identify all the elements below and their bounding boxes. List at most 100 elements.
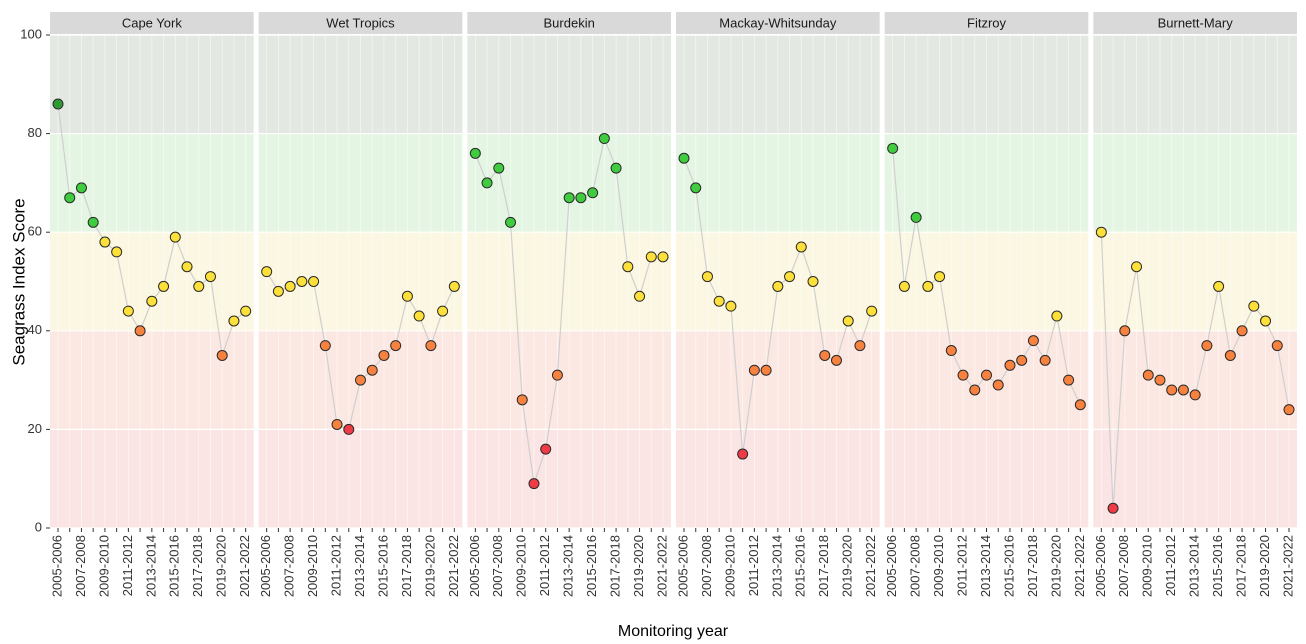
x-tick-label: 2017-2018 — [1025, 535, 1040, 597]
x-tick-label: 2009-2010 — [931, 535, 946, 597]
data-point — [204, 271, 216, 283]
x-tick-label: 2013-2014 — [978, 535, 993, 597]
data-point — [1051, 310, 1063, 322]
x-tick-label: 2013-2014 — [143, 535, 158, 597]
data-point — [122, 305, 134, 317]
data-point — [610, 162, 622, 174]
x-tick-label: 2017-2018 — [399, 535, 414, 597]
data-point — [854, 340, 866, 352]
data-point — [528, 478, 540, 490]
y-tick-label: 20 — [28, 421, 42, 436]
data-point — [366, 364, 378, 376]
x-tick-label: 2005-2006 — [884, 535, 899, 597]
x-tick-label: 2015-2016 — [1001, 535, 1016, 597]
data-point — [75, 182, 87, 194]
data-point — [240, 305, 252, 317]
x-tick-label: 2013-2014 — [561, 535, 576, 597]
x-tick-label: 2019-2020 — [214, 535, 229, 597]
data-point — [830, 354, 842, 366]
x-tick-label: 2009-2010 — [1140, 535, 1155, 597]
data-point — [401, 290, 413, 302]
facet-label: Burdekin — [544, 15, 595, 30]
data-point — [1004, 359, 1016, 371]
data-point — [819, 349, 831, 361]
data-point — [1224, 349, 1236, 361]
data-point — [945, 345, 957, 357]
y-tick-label: 0 — [35, 519, 42, 534]
data-point — [795, 241, 807, 253]
x-tick-label: 2011-2012 — [328, 535, 343, 596]
data-point — [284, 280, 296, 292]
data-point — [146, 295, 158, 307]
x-tick-label: 2017-2018 — [816, 535, 831, 597]
data-point — [216, 349, 228, 361]
data-point — [1131, 261, 1143, 273]
x-tick-label: 2011-2012 — [120, 535, 135, 596]
x-tick-label: 2021-2022 — [863, 535, 878, 597]
y-tick-label: 40 — [28, 322, 42, 337]
x-tick-label: 2019-2020 — [422, 535, 437, 597]
x-tick-label: 2021-2022 — [237, 535, 252, 597]
data-point — [228, 315, 240, 327]
x-tick-label: 2005-2006 — [258, 535, 273, 597]
x-tick-label: 2007-2008 — [699, 535, 714, 597]
facet-label: Fitzroy — [967, 15, 1007, 30]
data-point — [261, 266, 273, 278]
x-tick-label: 2019-2020 — [1257, 535, 1272, 597]
data-point — [516, 394, 528, 406]
data-point — [1063, 374, 1075, 386]
x-tick-label: 2011-2012 — [1163, 535, 1178, 596]
data-point — [760, 364, 772, 376]
data-point — [296, 276, 308, 287]
data-point — [1213, 280, 1225, 292]
data-point — [448, 280, 460, 292]
x-tick-label: 2011-2012 — [537, 535, 552, 596]
x-tick-label: 2019-2020 — [840, 535, 855, 597]
data-point — [87, 216, 99, 228]
x-tick-label: 2021-2022 — [1280, 535, 1295, 597]
data-point — [52, 98, 64, 110]
data-point — [934, 271, 946, 283]
facet-strip — [50, 12, 254, 34]
x-tick-label: 2015-2016 — [375, 535, 390, 597]
x-tick-label: 2019-2020 — [631, 535, 646, 597]
x-tick-label: 2017-2018 — [190, 535, 205, 597]
data-point — [1154, 374, 1166, 386]
data-point — [1074, 399, 1086, 411]
data-point — [1201, 340, 1213, 352]
data-point — [493, 162, 505, 174]
data-point — [390, 340, 402, 352]
data-point — [1177, 384, 1189, 396]
facet-label: Mackay-Whitsunday — [719, 15, 837, 30]
x-tick-label: 2007-2008 — [73, 535, 88, 597]
facet-strip — [467, 12, 671, 34]
x-tick-label: 2011-2012 — [746, 535, 761, 596]
data-point — [134, 325, 146, 337]
x-tick-label: 2021-2022 — [654, 535, 669, 597]
data-point — [1236, 325, 1248, 337]
data-point — [1142, 369, 1154, 381]
x-tick-label: 2005-2006 — [675, 535, 690, 597]
data-point — [898, 280, 910, 292]
x-tick-label: 2011-2012 — [954, 535, 969, 596]
x-tick-label: 2015-2016 — [793, 535, 808, 597]
data-point — [355, 374, 366, 386]
x-tick-label: 2021-2022 — [1072, 535, 1087, 597]
facet-label: Cape York — [122, 15, 182, 30]
x-tick-label: 2017-2018 — [608, 535, 623, 597]
data-point — [111, 246, 123, 258]
data-point — [1016, 354, 1028, 366]
x-tick-label: 2005-2006 — [1093, 535, 1108, 597]
x-tick-label: 2007-2008 — [282, 535, 297, 597]
data-point — [272, 285, 284, 297]
data-point — [922, 280, 934, 292]
data-point — [992, 379, 1004, 391]
x-tick-label: 2009-2010 — [305, 535, 320, 597]
x-tick-label: 2017-2018 — [1234, 535, 1249, 597]
data-point — [181, 261, 193, 273]
x-tick-label: 2007-2008 — [908, 535, 923, 597]
data-point — [1107, 502, 1119, 514]
data-point — [645, 251, 657, 263]
data-point — [1248, 300, 1260, 312]
